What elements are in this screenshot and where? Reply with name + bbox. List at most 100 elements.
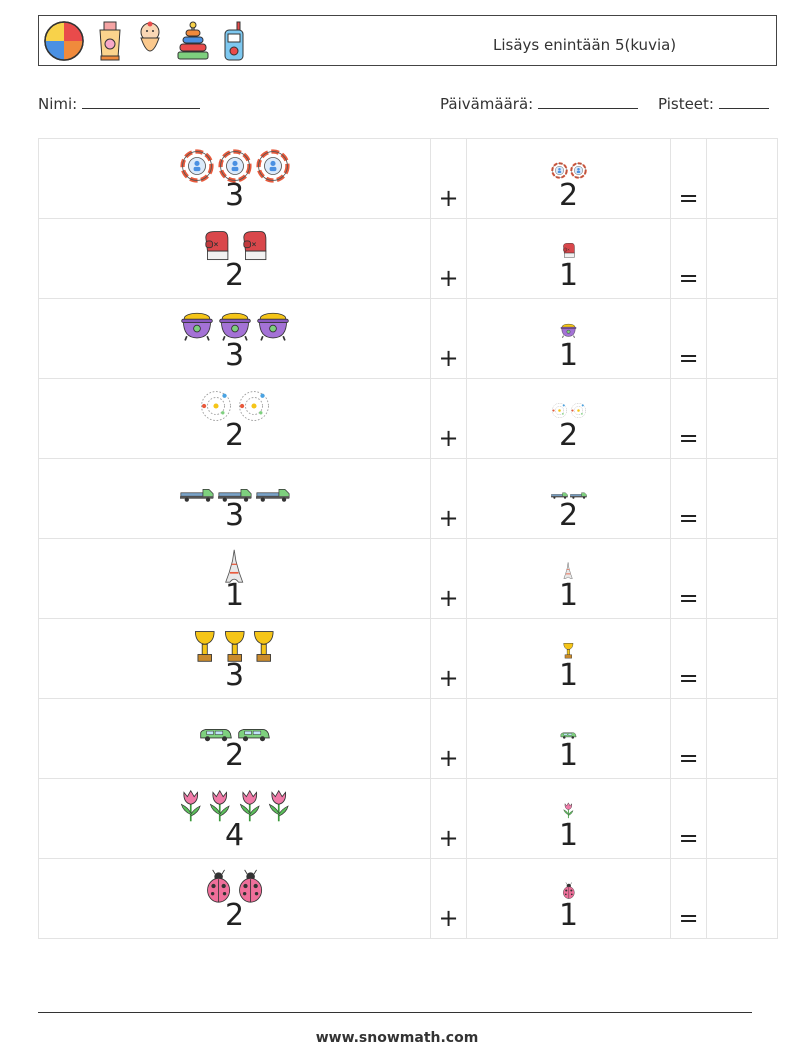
answer-cell[interactable] [706,858,778,939]
first-addend: 4 [224,818,245,853]
first-addend-pictures [39,859,430,903]
baby-monitor-icon [224,21,244,61]
second-addend: 1 [558,338,579,373]
second-addend-pictures [467,459,670,503]
first-addend-cell: 2 [38,378,431,459]
header-icons [43,20,247,62]
name-label: Nimi: [38,95,78,113]
atom-icon [199,389,233,423]
boxing-glove-icon [199,229,233,263]
second-addend: 1 [558,258,579,293]
second-addend-cell: 2 [466,138,671,219]
plus-sign: + [438,584,459,612]
boxing-glove-icon [237,229,271,263]
ladybug-icon [237,869,264,903]
boxing-glove-icon [560,242,577,259]
second-addend-pictures [467,779,670,823]
problem-row: 3 +2 = [38,458,778,539]
answer-cell[interactable] [706,378,778,459]
problem-row: 2 +1 = [38,858,778,939]
first-addend-pictures [39,699,430,743]
first-addend-pictures [39,459,430,503]
equals-sign: = [678,184,699,212]
trophy-icon [251,629,277,663]
second-addend-pictures [467,299,670,343]
equals-cell: = [670,538,707,619]
second-addend: 1 [558,658,579,693]
plus-sign: + [438,424,459,452]
lifebuoy-icon [217,149,252,183]
atom-icon [237,389,271,423]
second-addend-pictures [467,859,670,903]
plus-cell: + [430,458,467,539]
date-blank[interactable] [538,94,638,109]
answer-cell[interactable] [706,618,778,699]
answer-cell[interactable] [706,778,778,859]
second-addend-pictures [467,139,670,183]
answer-cell[interactable] [706,458,778,539]
first-addend-cell: 3 [38,618,431,699]
lifebuoy-icon [179,149,214,183]
pot-of-gold-icon [256,309,290,343]
name-blank[interactable] [82,94,201,109]
eiffel-tower-icon [563,562,574,579]
score-field: Pisteet: [658,94,769,113]
second-addend: 2 [558,178,579,213]
first-addend-cell: 4 [38,778,431,859]
pot-of-gold-icon [180,309,214,343]
plus-sign: + [438,824,459,852]
second-addend-cell: 1 [466,698,671,779]
plus-cell: + [430,698,467,779]
plus-sign: + [438,344,459,372]
lifebuoy-icon [550,162,568,179]
second-addend-cell: 1 [466,218,671,299]
swaddled-baby-icon [140,21,160,52]
equals-cell: = [670,778,707,859]
first-addend: 2 [224,898,245,933]
first-addend-pictures [39,219,430,263]
pot-of-gold-icon [560,322,577,339]
equals-cell: = [670,858,707,939]
answer-cell[interactable] [706,138,778,219]
first-addend-cell: 3 [38,458,431,539]
second-addend-cell: 1 [466,858,671,939]
date-label: Päivämäärä: [440,95,534,113]
beach-ball-icon [44,21,84,61]
second-addend-pictures [467,539,670,583]
stacking-rings-toy-icon [177,21,209,60]
answer-cell[interactable] [706,218,778,299]
tow-truck-icon [255,486,290,503]
first-addend: 1 [224,578,245,613]
tulip-icon [207,789,233,823]
equals-sign: = [678,344,699,372]
tulip-icon [178,789,204,823]
lifebuoy-icon [255,149,290,183]
equals-sign: = [678,904,699,932]
first-addend-pictures [39,779,430,823]
second-addend: 1 [558,818,579,853]
car-icon [560,731,577,740]
equals-sign: = [678,584,699,612]
problem-row: 1 +1 = [38,538,778,619]
problem-row: 3 +1 = [38,618,778,699]
plus-cell: + [430,538,467,619]
date-field: Päivämäärä: [440,94,638,113]
second-addend: 1 [558,738,579,773]
first-addend-cell: 2 [38,698,431,779]
second-addend-pictures [467,379,670,423]
answer-cell[interactable] [706,538,778,619]
footer-divider [38,1012,752,1013]
car-icon [237,726,271,743]
ladybug-icon [562,882,576,899]
answer-cell[interactable] [706,298,778,379]
tulip-icon [266,789,292,823]
tulip-icon [562,802,575,819]
equals-sign: = [678,424,699,452]
second-addend: 2 [558,418,579,453]
atom-icon [551,402,568,419]
second-addend-pictures [467,619,670,663]
answer-cell[interactable] [706,698,778,779]
score-blank[interactable] [718,94,769,109]
tow-truck-icon [550,491,568,500]
second-addend: 2 [558,498,579,533]
